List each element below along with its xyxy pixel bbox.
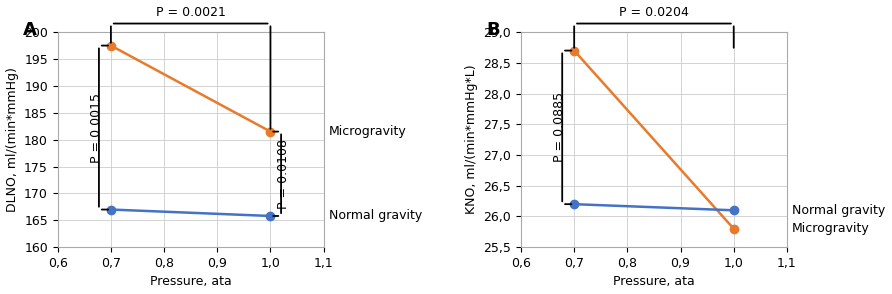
Text: P = 0.0108: P = 0.0108 [277, 139, 290, 209]
Text: A: A [23, 21, 37, 39]
X-axis label: Pressure, ata: Pressure, ata [613, 275, 695, 288]
Text: Microgravity: Microgravity [329, 125, 407, 138]
Text: P = 0.0204: P = 0.0204 [619, 6, 689, 19]
X-axis label: Pressure, ata: Pressure, ata [150, 275, 232, 288]
Y-axis label: DLNO, ml/(min*mmHg): DLNO, ml/(min*mmHg) [5, 67, 19, 212]
Text: B: B [486, 21, 500, 39]
Text: P = 0.0885: P = 0.0885 [553, 92, 566, 162]
Text: Microgravity: Microgravity [792, 222, 870, 235]
Y-axis label: KNO, ml/(min*mmHg*L): KNO, ml/(min*mmHg*L) [465, 65, 478, 214]
Text: Normal gravity: Normal gravity [792, 204, 886, 217]
Text: P = 0.0015: P = 0.0015 [90, 93, 103, 163]
Text: P = 0.0021: P = 0.0021 [156, 6, 226, 19]
Text: Normal gravity: Normal gravity [329, 210, 422, 223]
